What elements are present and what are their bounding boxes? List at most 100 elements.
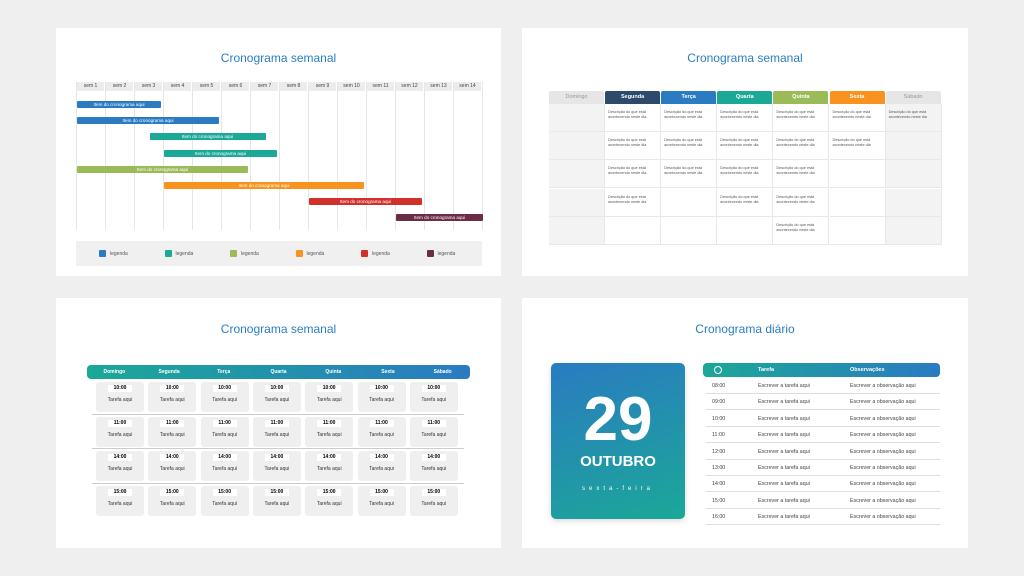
task-label: Tarefa aqui: [107, 431, 133, 438]
task-label: Tarefa aqui: [316, 466, 342, 473]
task-cell: 15:00 Tarefa aqui: [96, 486, 144, 517]
day-cell: [885, 188, 942, 217]
task-label: Tarefa aqui: [421, 501, 447, 508]
week-header: sem 9: [309, 82, 336, 91]
week-header: sem 13: [425, 82, 452, 91]
task-cell: 14:00 Tarefa aqui: [252, 451, 301, 482]
gridline: [279, 82, 280, 230]
task-cell: 14:00 Tarefa aqui: [305, 451, 354, 482]
day-cell: [885, 132, 942, 161]
time-label: 10:00: [160, 385, 185, 392]
row-task: Escrever a tarefa aqui: [758, 465, 810, 471]
legend-label: legenda: [437, 250, 456, 257]
row-time: 10:00: [712, 415, 726, 422]
day-cell: [661, 188, 718, 217]
task-cell: 15:00 Tarefa aqui: [252, 486, 301, 517]
time-label: 11:00: [108, 419, 132, 427]
legend-item: legenda: [230, 250, 259, 257]
legend-item: legenda: [426, 250, 456, 257]
task-label: Tarefa aqui: [369, 466, 394, 473]
week-header: sem 7: [251, 82, 278, 91]
row-task: Escrever a tarefa aqui: [758, 448, 810, 455]
day-cell: Descrição do que está acontecendo neste …: [885, 104, 942, 132]
task-label: Tarefa aqui: [264, 431, 290, 438]
task-cell: 14:00 Tarefa aqui: [357, 451, 406, 482]
day-cell: Descrição do que está acontecendo neste …: [661, 160, 718, 189]
slide-title: Cronograma semanal: [220, 51, 337, 65]
task-label: Tarefa aqui: [264, 466, 290, 473]
daily-row: 09:00 Escrever a tarefa aqui Escrever a ob…: [706, 394, 940, 411]
legend-swatch: [361, 250, 368, 257]
legend-label: legenda: [241, 250, 259, 257]
gantt-bar: Item do cronograma aqui: [77, 117, 220, 125]
gantt-bar: Item do cronograma aqui: [164, 182, 365, 189]
week-header: sem 5: [193, 82, 220, 91]
gantt-bar: Item do cronograma aqui: [164, 149, 278, 157]
gantt-bar: Item do cronograma aqui: [149, 133, 266, 141]
time-label: 15:00: [212, 489, 237, 497]
daily-row: 15:00 Escrever a tarefa aqui Escrever a ob…: [706, 493, 940, 509]
day-cell: [549, 188, 605, 217]
col-obs: Observações: [850, 367, 885, 373]
date-card: 29 OUTUBRO sexta-feira: [551, 363, 685, 519]
gridline: [395, 82, 396, 230]
day-header: Terça: [661, 91, 717, 104]
time-label: 10:00: [212, 385, 237, 392]
day-cell: Descrição do que está acontecendo neste …: [717, 188, 774, 217]
row-time: 09:00: [712, 399, 726, 406]
task-label: Tarefa aqui: [212, 501, 237, 508]
gantt-bar: Item do cronograma aqui: [396, 214, 483, 222]
slide-title: Cronograma semanal: [220, 322, 337, 336]
week-header: sem 11: [367, 82, 394, 91]
day-cell: [661, 216, 718, 245]
legend-label: legenda: [372, 250, 390, 257]
daily-row: 16:00 Escrever a tarefa aqui Escrever a ob…: [706, 509, 940, 526]
day-label: Segunda: [158, 369, 180, 375]
day-header: Sexta: [829, 91, 885, 104]
task-label: Tarefa aqui: [369, 501, 394, 508]
daily-row: 11:00 Escrever a tarefa aqui Escrever a ob…: [706, 427, 940, 444]
task-label: Tarefa aqui: [369, 397, 394, 403]
task-label: Tarefa aqui: [159, 501, 185, 508]
gridline: [453, 82, 454, 230]
day-cell: [549, 132, 605, 161]
time-label: 10:00: [264, 385, 289, 392]
time-label: 14:00: [317, 454, 342, 462]
legend-item: legenda: [295, 250, 324, 257]
week-header: sem 2: [106, 82, 133, 91]
day-cell: Descrição do que está acontecendo neste …: [829, 104, 886, 132]
row-task: Escrever a tarefa aqui: [758, 432, 810, 439]
time-label: 14:00: [421, 454, 446, 462]
task-cell: 11:00 Tarefa aqui: [409, 416, 458, 447]
time-label: 10:00: [421, 385, 446, 392]
row-obs: Escrever a observação aqui: [850, 497, 916, 504]
row-obs: Escrever a observação aqui: [850, 399, 916, 406]
task-label: Tarefa aqui: [316, 501, 342, 508]
row-obs: Escrever a observação aqui: [850, 448, 916, 455]
gridline: [76, 82, 77, 230]
gantt-bar: Item do cronograma aqui: [309, 198, 423, 206]
row-obs: Escrever a observação aqui: [850, 415, 916, 422]
time-label: 15:00: [421, 489, 446, 497]
daily-row: 14:00 Escrever a tarefa aqui Escrever a ob…: [706, 476, 940, 493]
legend-swatch: [99, 250, 106, 257]
task-cell: 14:00 Tarefa aqui: [200, 451, 249, 482]
col-task: Tarefa: [758, 367, 775, 373]
day-label: Terça: [217, 369, 231, 375]
day-cell: Descrição do que está acontecendo neste …: [829, 132, 886, 161]
task-cell: 11:00 Tarefa aqui: [305, 416, 354, 447]
row-task: Escrever a tarefa aqui: [758, 383, 810, 389]
gridline: [482, 82, 483, 230]
time-label: 11:00: [264, 419, 289, 427]
day-cell: [829, 160, 886, 189]
task-label: Tarefa aqui: [159, 431, 185, 438]
task-cell: 10:00 Tarefa aqui: [409, 382, 458, 412]
row-time: 12:00: [712, 448, 726, 455]
clock-icon: [714, 366, 722, 374]
day-cell: [885, 160, 942, 189]
day-cell: [829, 216, 886, 245]
gantt-bar: Item do cronograma aqui: [77, 101, 162, 108]
day-cell: Descrição do que está acontecendo neste …: [661, 132, 718, 161]
gridline: [308, 82, 309, 230]
week-header: sem 12: [396, 82, 423, 91]
